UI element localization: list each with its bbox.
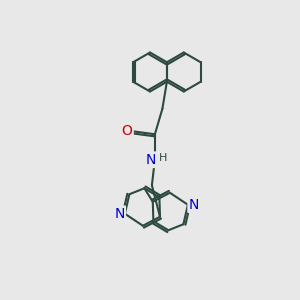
Text: H: H (159, 153, 167, 163)
Text: O: O (122, 124, 132, 138)
Text: N: N (114, 207, 125, 221)
Text: N: N (146, 153, 157, 167)
Text: N: N (189, 198, 199, 212)
